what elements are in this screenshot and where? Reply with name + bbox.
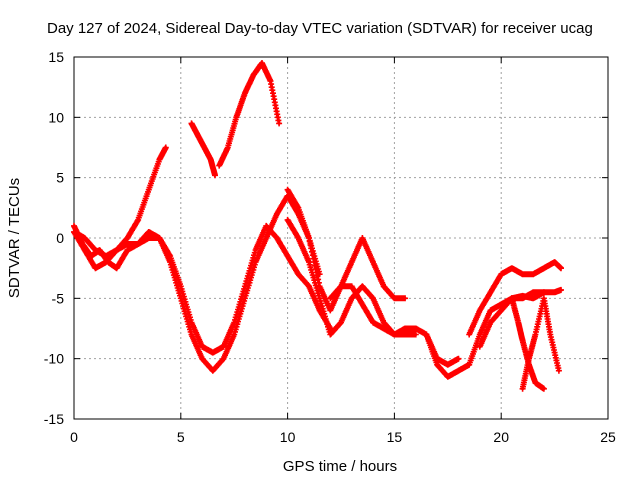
series-sat-5 [216,60,283,169]
series-sat-13 [519,295,562,392]
y-tick-label: -5 [52,290,65,306]
series-sat-10 [466,259,564,338]
series-sat-4 [188,120,218,179]
x-tick-label: 10 [280,429,296,445]
series-sat-12 [508,295,547,392]
series-line [190,121,217,177]
series-sat-3 [71,222,334,356]
series-line [72,224,332,355]
x-tick-label: 0 [70,429,78,445]
x-tick-label: 15 [387,429,403,445]
y-tick-label: 15 [48,49,64,65]
series-line [286,188,407,312]
x-axis-label: GPS time / hours [283,458,397,475]
x-tick-label: 25 [600,429,616,445]
series-line [72,194,322,373]
series-line [510,296,546,391]
x-tick-label: 20 [493,429,509,445]
y-tick-label: 5 [56,170,64,186]
y-tick-label: 10 [48,109,64,125]
series-line [467,260,563,336]
y-tick-label: 0 [56,230,64,246]
y-axis-label: SDTVAR / TECUs [6,178,23,298]
series-line [478,288,563,349]
y-tick-label: -10 [44,351,64,367]
x-tick-label: 5 [177,429,185,445]
series-sat-11 [476,286,564,350]
series-line [217,61,281,168]
y-tick-label: -15 [44,411,64,427]
series-layer [71,60,564,392]
chart-title: Day 127 of 2024, Sidereal Day-to-day VTE… [47,20,593,37]
axis-ticks: 0 5 10 15 20 25 -15 -10 -5 0 5 10 15 [44,49,616,445]
series-line [521,296,561,391]
